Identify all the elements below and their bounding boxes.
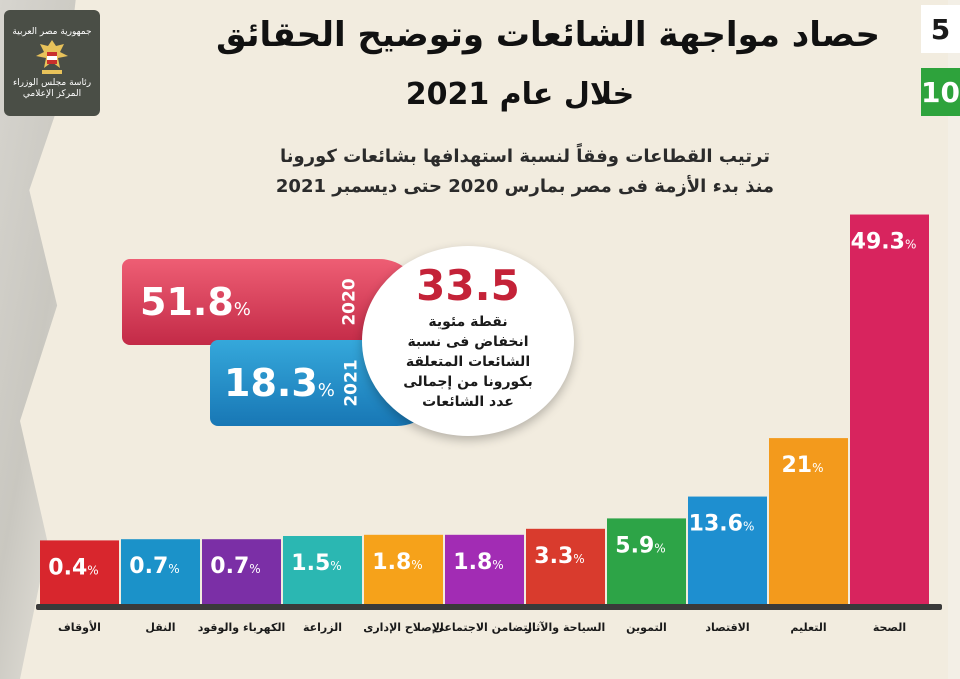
bar-value-label: 1.8% bbox=[453, 550, 503, 575]
decrease-text-3: الشائعات المتعلقة bbox=[405, 354, 531, 370]
bar bbox=[688, 496, 767, 604]
share-2020-value: 51.8 bbox=[140, 280, 234, 324]
bar bbox=[526, 528, 605, 604]
eagle-icon bbox=[36, 39, 68, 74]
bar bbox=[121, 539, 200, 604]
chart-baseline bbox=[36, 604, 942, 610]
category-label: التموين bbox=[626, 621, 667, 634]
decrease-text-4: بكورونا من إجمالى bbox=[403, 374, 533, 390]
logo-line-1: جمهورية مصر العربية bbox=[12, 26, 92, 37]
bar-value-label: 3.3% bbox=[534, 544, 584, 569]
logo-line-2: رئاسة مجلس الوزراء bbox=[12, 77, 92, 88]
share-2021-value-wrap: 18.3% bbox=[224, 358, 335, 416]
category-label: النقل bbox=[145, 621, 175, 634]
category-label: التعليم bbox=[790, 621, 826, 634]
share-2021-unit: % bbox=[317, 380, 335, 401]
bar-value-label: 1.8% bbox=[372, 550, 422, 575]
decrease-value: 33.5 bbox=[416, 261, 520, 310]
bar bbox=[850, 214, 929, 604]
share-2020-unit: % bbox=[233, 299, 251, 320]
chart-subtitle: ترتيب القطاعات وفقاً لنسبة استهدافها بشا… bbox=[240, 142, 810, 208]
logo-line-3: المركز الإعلامي bbox=[22, 88, 82, 99]
share-2020-value-wrap: 51.8% bbox=[140, 277, 251, 335]
page-title-year: خلال عام 2021 bbox=[405, 77, 635, 112]
bar bbox=[283, 536, 362, 604]
decrease-callout: 33.5 نقطة مئوية انخفاض فى نسبة الشائعات … bbox=[362, 246, 574, 436]
bar-value-label: 49.3% bbox=[851, 230, 917, 255]
page-total: 10 bbox=[921, 68, 960, 116]
category-label: الكهرباء والوقود bbox=[198, 621, 286, 634]
bar-value-label: 13.6% bbox=[689, 512, 755, 537]
category-label: الأوقاف bbox=[58, 620, 101, 634]
subtitle-line-2: منذ بدء الأزمة فى مصر بمارس 2020 حتى ديس… bbox=[275, 176, 775, 197]
bar bbox=[769, 438, 848, 604]
bar-value-label: 0.7% bbox=[210, 554, 260, 579]
share-2021-value: 18.3 bbox=[224, 361, 318, 405]
bar-value-label: 0.7% bbox=[129, 554, 179, 579]
category-label: الإصلاح الإدارى bbox=[363, 621, 444, 634]
share-2020-pill: 51.8% 2020 bbox=[122, 259, 422, 345]
bar bbox=[364, 534, 443, 604]
bar-value-label: 5.9% bbox=[615, 533, 665, 558]
bar bbox=[202, 539, 281, 604]
bar bbox=[445, 534, 524, 604]
bar-value-label: 1.5% bbox=[291, 551, 341, 576]
bar-value-label: 21% bbox=[781, 453, 823, 478]
bar bbox=[607, 518, 686, 604]
category-label: الصحة bbox=[873, 621, 906, 634]
category-label: الاقتصاد bbox=[705, 621, 749, 634]
decrease-text-1: نقطة مئوية bbox=[428, 314, 508, 330]
category-label: السياحة والآثار bbox=[525, 621, 606, 634]
bar bbox=[40, 540, 119, 604]
page-title: حصاد مواجهة الشائعات وتوضيح الحقائق bbox=[216, 15, 880, 55]
category-label: الزراعة bbox=[303, 621, 342, 634]
decrease-description: نقطة مئوية انخفاض فى نسبة الشائعات المتع… bbox=[384, 312, 552, 412]
category-label: التضامن الاجتماعى bbox=[433, 621, 535, 634]
decrease-text-2: انخفاض فى نسبة bbox=[407, 334, 529, 350]
bar-value-label: 0.4% bbox=[48, 555, 98, 580]
subtitle-line-1: ترتيب القطاعات وفقاً لنسبة استهدافها بشا… bbox=[280, 146, 770, 167]
decrease-text-5: عدد الشائعات bbox=[422, 394, 514, 410]
cabinet-logo: جمهورية مصر العربية رئاسة مجلس الوزراء ا… bbox=[4, 10, 100, 116]
page-number: 5 bbox=[921, 5, 960, 53]
